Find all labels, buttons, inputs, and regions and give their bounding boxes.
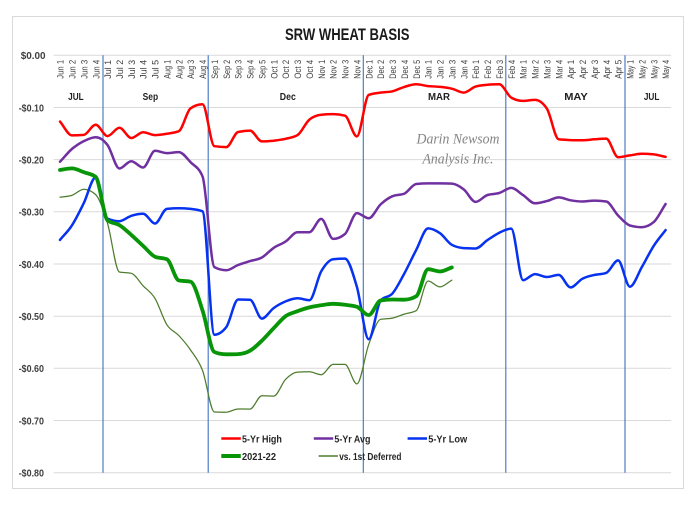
svg-text:Jun 4: Jun 4 — [91, 60, 101, 79]
svg-text:Mar 3: Mar 3 — [542, 60, 552, 79]
svg-text:Analysis Inc.: Analysis Inc. — [422, 152, 494, 168]
svg-text:Aug 2: Aug 2 — [174, 60, 184, 79]
svg-text:Jul 5: Jul 5 — [151, 60, 161, 79]
svg-text:Apr 1: Apr 1 — [566, 60, 576, 79]
svg-text:Sep 2: Sep 2 — [222, 60, 232, 79]
svg-text:-$0.40: -$0.40 — [19, 259, 44, 271]
svg-text:Apr 2: Apr 2 — [578, 60, 588, 79]
svg-text:Dec 4: Dec 4 — [400, 60, 410, 79]
svg-text:Jun 2: Jun 2 — [68, 60, 78, 79]
svg-text:May 3: May 3 — [649, 60, 659, 79]
svg-text:SRW WHEAT BASIS: SRW WHEAT BASIS — [285, 25, 410, 44]
svg-text:Jan 2: Jan 2 — [436, 60, 446, 79]
svg-text:MAR: MAR — [428, 91, 450, 103]
svg-text:Jan 3: Jan 3 — [447, 60, 457, 79]
svg-text:Jul 4: Jul 4 — [139, 60, 149, 79]
svg-text:$0.00: $0.00 — [21, 50, 46, 62]
svg-text:-$0.30: -$0.30 — [19, 207, 44, 219]
svg-text:Sep 4: Sep 4 — [246, 60, 256, 79]
svg-text:Aug 4: Aug 4 — [198, 60, 208, 79]
svg-text:Dec: Dec — [280, 91, 296, 103]
svg-text:Dec 5: Dec 5 — [412, 60, 422, 79]
svg-text:-$0.70: -$0.70 — [19, 415, 44, 427]
svg-text:Apr 4: Apr 4 — [602, 60, 612, 79]
svg-text:Mar 1: Mar 1 — [519, 60, 529, 79]
svg-text:Oct 3: Oct 3 — [293, 60, 303, 79]
svg-text:MAY: MAY — [564, 91, 588, 103]
svg-text:-$0.50: -$0.50 — [19, 311, 44, 323]
svg-text:Apr 5: Apr 5 — [614, 60, 624, 79]
svg-text:Feb 1: Feb 1 — [471, 60, 481, 79]
svg-text:Jul 3: Jul 3 — [127, 60, 137, 79]
svg-text:Nov 4: Nov 4 — [353, 60, 363, 79]
svg-text:-$0.80: -$0.80 — [19, 468, 44, 480]
svg-text:Feb 2: Feb 2 — [483, 60, 493, 79]
svg-text:vs. 1st Deferred: vs. 1st Deferred — [339, 451, 401, 463]
svg-text:Sep 5: Sep 5 — [258, 60, 268, 79]
svg-text:Sep 3: Sep 3 — [234, 60, 244, 79]
svg-text:Jun 3: Jun 3 — [79, 60, 89, 79]
svg-text:Dec 2: Dec 2 — [376, 60, 386, 79]
svg-text:Sep 1: Sep 1 — [210, 60, 220, 79]
svg-text:5-Yr High: 5-Yr High — [242, 433, 282, 445]
svg-text:Oct 2: Oct 2 — [281, 60, 291, 79]
svg-text:2021-22: 2021-22 — [242, 451, 276, 463]
svg-text:Feb 3: Feb 3 — [495, 60, 505, 79]
svg-text:May 1: May 1 — [626, 60, 636, 79]
svg-text:Sep: Sep — [143, 91, 159, 103]
svg-text:Darin Newsom: Darin Newsom — [416, 132, 500, 148]
svg-text:Feb 4: Feb 4 — [507, 60, 517, 79]
svg-text:Oct 1: Oct 1 — [269, 60, 279, 79]
svg-text:May 2: May 2 — [637, 60, 647, 79]
svg-text:Oct 4: Oct 4 — [305, 60, 315, 79]
svg-text:5-Yr Low: 5-Yr Low — [428, 433, 468, 445]
svg-text:Dec 3: Dec 3 — [388, 60, 398, 79]
svg-text:May 4: May 4 — [661, 60, 671, 79]
svg-text:Mar 4: Mar 4 — [554, 60, 564, 79]
svg-text:Apr 3: Apr 3 — [590, 60, 600, 79]
svg-text:-$0.60: -$0.60 — [19, 363, 44, 375]
svg-text:Jan 4: Jan 4 — [459, 60, 469, 79]
svg-text:Jan 1: Jan 1 — [424, 60, 434, 79]
svg-text:Aug 1: Aug 1 — [163, 60, 173, 79]
svg-text:JUL: JUL — [68, 91, 84, 103]
svg-text:Nov 3: Nov 3 — [341, 60, 351, 79]
svg-text:Jul 1: Jul 1 — [103, 60, 113, 79]
svg-text:Dec 1: Dec 1 — [364, 60, 374, 79]
svg-text:-$0.10: -$0.10 — [19, 102, 44, 114]
svg-text:Nov 2: Nov 2 — [329, 60, 339, 79]
svg-text:Nov 1: Nov 1 — [317, 60, 327, 79]
svg-text:-$0.20: -$0.20 — [19, 154, 44, 166]
svg-text:5-Yr Avg: 5-Yr Avg — [334, 433, 370, 445]
svg-text:Jul 2: Jul 2 — [115, 60, 125, 79]
svg-text:Mar 2: Mar 2 — [531, 60, 541, 79]
svg-text:Aug 3: Aug 3 — [186, 60, 196, 79]
svg-text:Jun 1: Jun 1 — [56, 60, 66, 79]
svg-text:JUL: JUL — [644, 91, 660, 103]
